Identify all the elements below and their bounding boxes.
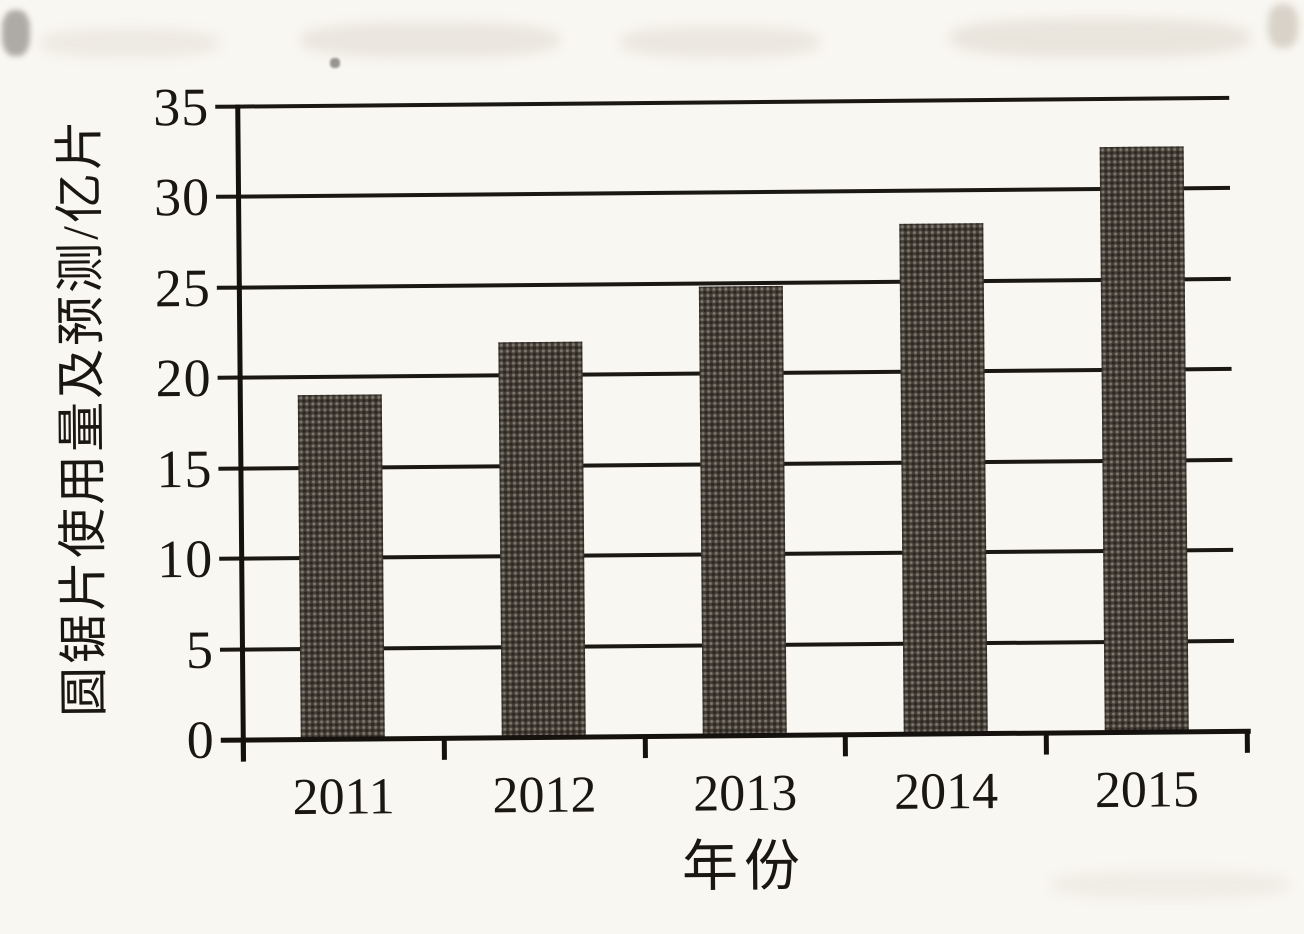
x-tick-label-2012: 2012 [492, 766, 597, 825]
x-tick-2 [642, 736, 648, 759]
gridline-35 [237, 95, 1230, 109]
bar-2011 [298, 394, 386, 740]
y-tick-label-5: 5 [185, 619, 215, 680]
y-tick-label-35: 35 [152, 76, 210, 137]
x-tick-3 [843, 734, 849, 757]
bar-2013 [698, 285, 787, 736]
gridline-30 [238, 185, 1231, 199]
x-tick-label-2014: 2014 [893, 762, 999, 821]
x-axis-title: 年份 [681, 835, 807, 899]
x-tick-4 [1043, 732, 1050, 755]
y-tick-label-30: 30 [153, 166, 211, 228]
y-tick-label-25: 25 [154, 257, 212, 318]
y-axis-line [235, 104, 246, 762]
x-tick-label-2015: 2015 [1094, 761, 1200, 820]
x-tick-label-2011: 2011 [292, 768, 395, 827]
bar-2015 [1099, 146, 1189, 733]
x-tick-1 [441, 737, 447, 760]
y-tick-label-20: 20 [155, 347, 212, 409]
y-tick-label-15: 15 [156, 438, 213, 499]
bar-2012 [498, 341, 586, 738]
x-tick-label-2013: 2013 [693, 764, 798, 823]
bar-2014 [899, 222, 988, 734]
y-tick-label-0: 0 [186, 709, 216, 771]
x-tick-5 [1244, 730, 1250, 753]
y-tick-label-10: 10 [156, 528, 214, 590]
